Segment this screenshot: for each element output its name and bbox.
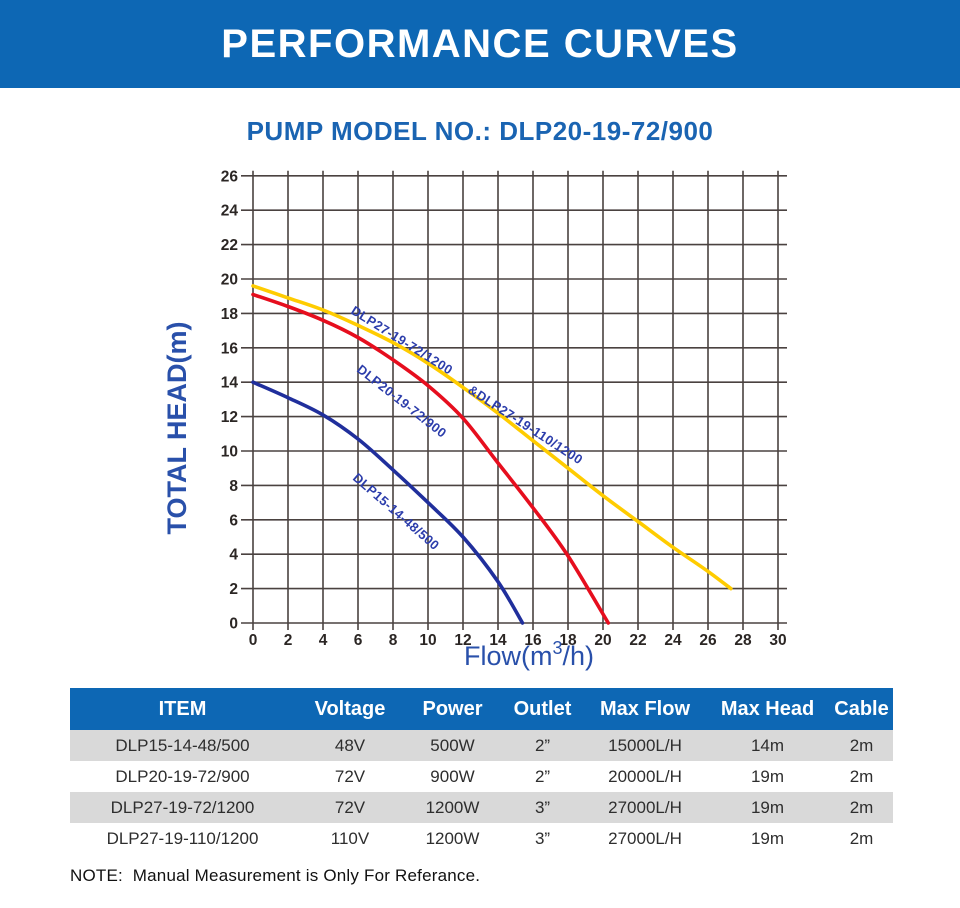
- x-tick-label: 12: [454, 632, 471, 649]
- x-tick-label: 4: [319, 632, 328, 649]
- y-tick-label: 6: [229, 512, 238, 529]
- y-tick-label: 2: [229, 581, 238, 598]
- table-cell: 110V: [330, 828, 370, 848]
- table-row: DLP20-19-72/900 72V 900W 2” 20000L/H 19m 2m: [70, 761, 893, 792]
- table-cell: 900W: [430, 766, 475, 786]
- x-tick-label: 22: [629, 632, 646, 649]
- column-header: ITEM: [158, 697, 207, 720]
- curve-label: DLP20-19-72/900: [354, 362, 449, 441]
- x-tick-label: 16: [524, 632, 542, 649]
- table-cell: DLP27-19-72/1200: [110, 797, 255, 817]
- x-tick-label: 8: [389, 632, 398, 649]
- y-tick-label: 24: [221, 203, 239, 220]
- table-cell: 2”: [534, 735, 551, 755]
- table-row: DLP15-14-48/500 48V 500W 2” 15000L/H 14m 2m: [70, 730, 893, 761]
- x-tick-label: 10: [419, 632, 436, 649]
- y-tick-label: 8: [229, 478, 238, 495]
- y-tick-label: 22: [221, 237, 238, 254]
- table-cell: 14m: [750, 735, 785, 755]
- curve-DLP27-19-72-1200-DLP27-19-110-1200: [251, 284, 733, 591]
- table-cell: 3”: [534, 797, 551, 817]
- x-tick-label: 26: [699, 632, 717, 649]
- y-axis-title: TOTAL HEAD(m): [162, 322, 192, 535]
- x-tick-label: 2: [284, 632, 293, 649]
- column-header: Outlet: [513, 697, 572, 720]
- x-tick-label: 30: [769, 632, 786, 649]
- table-cell: 2m: [849, 797, 874, 817]
- curve-DLP20-19-72-900: [251, 292, 611, 625]
- table-cell: 500W: [430, 735, 475, 755]
- y-tick-label: 16: [221, 340, 239, 357]
- y-tick-label: 10: [221, 444, 238, 461]
- table-header-row: ITEM Voltage Power Outlet Max Flow Max Head Ca…: [70, 688, 893, 730]
- x-tick-label: 20: [594, 632, 611, 649]
- table-cell: 3”: [534, 828, 551, 848]
- table-cell: 2m: [849, 828, 874, 848]
- table-cell: DLP20-19-72/900: [115, 766, 250, 786]
- table-cell: 72V: [334, 766, 366, 786]
- pump-model-subtitle: PUMP MODEL NO.: DLP20-19-72/900: [246, 116, 714, 146]
- table-cell: 15000L/H: [608, 735, 682, 755]
- table-row: DLP27-19-110/1200 110V 1200W 3” 27000L/H 19m 2…: [70, 823, 893, 854]
- y-tick-label: 14: [221, 375, 239, 392]
- y-tick-label: 0: [229, 616, 238, 633]
- page-title: PERFORMANCE CURVES: [221, 21, 739, 66]
- table-cell: 72V: [334, 797, 366, 817]
- table-cell: 19m: [750, 766, 785, 786]
- table-cell: 19m: [750, 828, 785, 848]
- y-tick-label: 20: [221, 272, 238, 289]
- table-cell: 2”: [534, 766, 551, 786]
- x-axis-title: Flow(m3/h): [464, 638, 594, 671]
- table-cell: 1200W: [425, 797, 480, 817]
- x-tick-label: 14: [489, 632, 507, 649]
- x-tick-label: 6: [354, 632, 363, 649]
- table-cell: 19m: [750, 797, 785, 817]
- table-cell: 27000L/H: [608, 828, 682, 848]
- table-cell: 48V: [334, 735, 366, 755]
- y-tick-label: 18: [221, 306, 239, 323]
- y-tick-label: 4: [229, 547, 238, 564]
- x-tick-label: 18: [559, 632, 577, 649]
- table-cell: 2m: [849, 766, 874, 786]
- column-header: Max Head: [720, 697, 815, 720]
- y-tick-label: 12: [221, 409, 238, 426]
- table-cell: DLP15-14-48/500: [115, 735, 250, 755]
- curve-DLP15-14-48-500: [251, 380, 525, 625]
- chart-grid: [241, 170, 787, 630]
- table-cell: 1200W: [425, 828, 480, 848]
- spec-table: ITEM Voltage Power Outlet Max Flow Max Head Ca…: [70, 688, 893, 854]
- x-tick-label: 0: [249, 632, 258, 649]
- table-row: DLP27-19-72/1200 72V 1200W 3” 27000L/H 19m 2m: [70, 792, 893, 823]
- x-tick-label: 28: [734, 632, 752, 649]
- table-cell: 20000L/H: [608, 766, 682, 786]
- column-header: Max Flow: [599, 697, 690, 720]
- table-cell: 27000L/H: [608, 797, 682, 817]
- note-text: NOTE: Manual Measurement is Only For Ref…: [70, 866, 481, 885]
- table-cell: 2m: [849, 735, 874, 755]
- column-header: Voltage: [314, 697, 386, 720]
- x-tick-label: 24: [664, 632, 682, 649]
- x-axis-ticks: 0 2 4 6 8 10 12 14 16 18 20 22 24 26 28 30: [249, 632, 787, 649]
- table-cell: DLP27-19-110/1200: [106, 828, 259, 848]
- column-header: Cable: [834, 697, 889, 720]
- y-tick-label: 26: [221, 168, 239, 185]
- title-banner: PERFORMANCE CURVES: [0, 0, 960, 88]
- column-header: Power: [422, 697, 483, 720]
